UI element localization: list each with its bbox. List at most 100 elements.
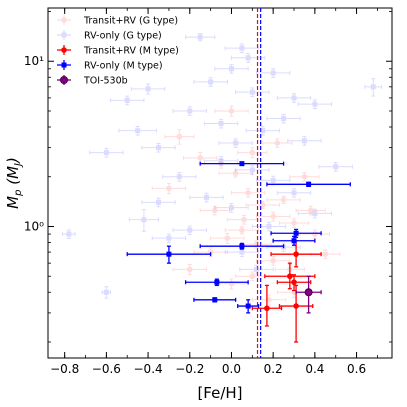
point-marker bbox=[270, 177, 276, 183]
point-marker bbox=[333, 164, 339, 170]
series-4 bbox=[295, 275, 322, 314]
point-marker bbox=[293, 303, 299, 309]
point-marker bbox=[66, 231, 72, 237]
x-tick-label: 0.2 bbox=[264, 362, 283, 376]
legend-marker bbox=[61, 47, 67, 53]
point-marker bbox=[291, 279, 297, 286]
legend-label-2: Transit+RV (M type) bbox=[83, 46, 179, 57]
legend-item-0 bbox=[57, 15, 71, 25]
point-marker bbox=[266, 297, 272, 303]
point-marker bbox=[264, 305, 270, 312]
point-marker bbox=[322, 251, 329, 257]
point-marker bbox=[270, 213, 276, 220]
legend-item-3 bbox=[57, 60, 71, 70]
point-marker bbox=[218, 120, 224, 126]
point-marker bbox=[145, 86, 151, 92]
point-marker bbox=[155, 199, 161, 205]
point-marker bbox=[281, 116, 287, 122]
point-marker bbox=[239, 161, 245, 167]
point-marker bbox=[291, 220, 297, 226]
x-tick-label: −0.8 bbox=[50, 362, 79, 376]
point-marker bbox=[291, 95, 297, 101]
point-marker bbox=[186, 266, 193, 273]
point-marker bbox=[280, 197, 287, 203]
legend-label-0: Transit+RV (G type) bbox=[83, 16, 178, 27]
y-axis-label-unit: (M bbox=[4, 166, 22, 190]
point-marker bbox=[176, 133, 183, 140]
point-marker bbox=[239, 227, 245, 233]
point-marker bbox=[266, 223, 272, 229]
x-tick-label: −0.2 bbox=[175, 362, 204, 376]
point-marker bbox=[312, 101, 318, 107]
point-marker bbox=[312, 210, 318, 216]
point-marker bbox=[212, 297, 218, 303]
point-marker bbox=[312, 231, 318, 237]
point-marker bbox=[301, 138, 307, 144]
plot-area bbox=[47, 7, 393, 359]
y-axis-label-sub: p bbox=[13, 190, 24, 197]
point-marker bbox=[293, 251, 299, 257]
point-marker bbox=[245, 303, 251, 309]
y-axis-label-symbol: M bbox=[4, 196, 22, 209]
point-marker bbox=[249, 89, 255, 95]
point-marker bbox=[245, 189, 251, 196]
legend-item-2 bbox=[57, 45, 71, 55]
point-marker bbox=[370, 84, 376, 90]
point-marker bbox=[233, 140, 239, 146]
point-marker bbox=[207, 249, 214, 255]
point-marker bbox=[232, 170, 239, 177]
y-tick-label: 10⁰ bbox=[24, 219, 44, 233]
point-marker bbox=[218, 158, 224, 164]
point-marker bbox=[224, 235, 231, 241]
point-marker bbox=[291, 238, 297, 244]
point-marker bbox=[166, 251, 172, 257]
point-marker bbox=[135, 128, 141, 134]
point-marker bbox=[239, 243, 245, 249]
point-marker bbox=[211, 207, 218, 214]
x-tick-label: 0.0 bbox=[222, 362, 241, 376]
x-tick-label: −0.6 bbox=[92, 362, 121, 376]
point-marker bbox=[103, 150, 109, 156]
point-marker bbox=[260, 128, 266, 134]
point-marker bbox=[307, 207, 314, 214]
y-tick-label: 10¹ bbox=[24, 54, 44, 68]
x-tick-label: 0.6 bbox=[347, 362, 366, 376]
series-1 bbox=[62, 33, 383, 299]
y-axis-label-close: ) bbox=[4, 157, 22, 164]
series-3 bbox=[126, 161, 351, 314]
point-marker bbox=[208, 79, 214, 85]
legend-label-4: TOI-530b bbox=[83, 76, 128, 87]
legend: Transit+RV (G type) RV-only (G type) Trans… bbox=[57, 15, 179, 87]
point-marker bbox=[103, 289, 109, 295]
legend-item-4 bbox=[57, 75, 71, 85]
point-marker bbox=[245, 55, 251, 61]
x-tick-label: 0.4 bbox=[305, 362, 324, 376]
point-marker bbox=[187, 227, 193, 233]
point-marker bbox=[241, 216, 247, 223]
point-marker bbox=[203, 194, 209, 200]
legend-label-3: RV-only (M type) bbox=[84, 61, 163, 72]
y-axis-label: Mp (MJ) bbox=[4, 157, 24, 209]
point-marker bbox=[239, 249, 245, 255]
point-marker bbox=[291, 190, 297, 196]
point-marker bbox=[253, 266, 259, 272]
point-marker bbox=[287, 273, 293, 280]
data-series bbox=[62, 33, 383, 343]
point-marker bbox=[306, 181, 312, 187]
legend-item-1 bbox=[57, 30, 71, 40]
point-marker bbox=[239, 45, 245, 51]
legend-marker bbox=[61, 62, 67, 68]
point-marker bbox=[270, 257, 276, 264]
legend-marker bbox=[61, 17, 67, 23]
point-marker bbox=[176, 174, 182, 180]
x-tick-label: −0.4 bbox=[134, 362, 163, 376]
series-0 bbox=[151, 105, 341, 306]
legend-marker bbox=[61, 32, 67, 38]
plot-frame bbox=[47, 7, 393, 359]
reference-lines bbox=[256, 8, 262, 358]
legend-marker bbox=[60, 76, 68, 84]
point-marker bbox=[197, 155, 203, 161]
point-marker bbox=[304, 288, 313, 297]
point-marker bbox=[301, 173, 308, 180]
